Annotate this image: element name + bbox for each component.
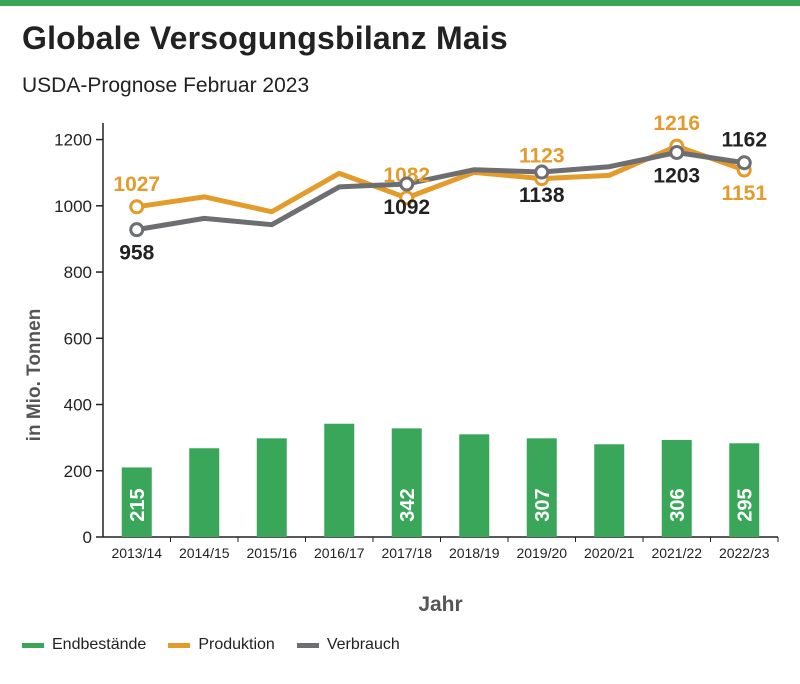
x-tick-label: 2015/16: [246, 545, 297, 561]
chart-subtitle: USDA-Prognose Februar 2023: [22, 74, 310, 97]
x-tick-label: 2020/21: [584, 545, 635, 561]
legend-label-produktion: Produktion: [198, 636, 275, 653]
bar-endbestaende: [256, 438, 287, 537]
line-data-label-verbrauch: 958: [119, 242, 154, 265]
line-data-label-verbrauch: 1092: [383, 196, 430, 219]
line-data-label-produktion: 1027: [113, 173, 160, 196]
line-data-label-verbrauch: 1203: [653, 164, 700, 187]
bar-endbestaende: [459, 434, 490, 537]
marker-verbrauch: [534, 164, 550, 180]
legend-swatch-verbrauch: [296, 642, 319, 648]
x-tick-label: 2021/22: [651, 545, 702, 561]
bar-endbestaende: [729, 443, 760, 537]
x-tick-label: 2019/20: [516, 545, 567, 561]
bar-endbestaende: [526, 438, 557, 537]
legend: Endbestände Produktion Verbrauch: [22, 636, 422, 654]
legend-label-verbrauch: Verbrauch: [326, 636, 400, 653]
y-tick-label: 1200: [54, 131, 92, 150]
bar-endbestaende: [661, 439, 692, 537]
y-axis-title: in Mio. Tonnen: [24, 309, 45, 442]
bar-endbestaende: [594, 444, 625, 537]
top-accent-bar: [0, 0, 800, 6]
line-data-label-produktion: 1123: [519, 145, 565, 168]
bar-endbestaende: [391, 428, 422, 537]
y-tick-label: 600: [64, 329, 92, 348]
y-tick-label: 1000: [54, 197, 92, 216]
line-data-label-verbrauch: 1138: [519, 184, 565, 207]
bar-data-label: 342: [397, 488, 419, 521]
x-tick-label: 2013/14: [111, 545, 162, 561]
line-data-label-verbrauch: 1162: [721, 129, 767, 152]
x-tick-label: 2018/19: [449, 545, 500, 561]
legend-item-endbestaende: Endbestände: [22, 636, 146, 654]
bar-endbestaende: [121, 467, 152, 537]
y-tick-label: 800: [64, 263, 92, 282]
bar-endbestaende: [189, 448, 220, 537]
line-data-label-produktion: 1216: [653, 112, 700, 135]
x-tick-label: 2022/23: [719, 545, 770, 561]
x-axis-title: Jahr: [418, 593, 462, 616]
legend-swatch-endbestaende: [22, 642, 44, 648]
x-tick-label: 2017/18: [381, 545, 432, 561]
bar-data-label: 307: [532, 488, 554, 521]
series-line-verbrauch: [136, 149, 745, 233]
bar-data-label: 295: [734, 488, 756, 521]
marker-produktion: [399, 190, 415, 206]
x-tick-label: 2016/17: [314, 545, 365, 561]
chart-title: Globale Versogungsbilanz Mais: [22, 20, 508, 56]
bar-data-label: 215: [127, 488, 149, 521]
y-tick-label: 400: [64, 396, 92, 415]
marker-verbrauch: [669, 144, 685, 160]
bar-data-label: 306: [667, 488, 689, 521]
bar-endbestaende: [324, 423, 355, 537]
marker-verbrauch: [736, 155, 752, 171]
marker-produktion: [129, 199, 145, 215]
y-tick-label: 0: [83, 528, 92, 547]
legend-swatch-produktion: [168, 642, 191, 648]
legend-item-produktion: Produktion: [168, 636, 275, 654]
line-data-label-produktion: 1151: [721, 182, 767, 205]
x-tick-label: 2014/15: [179, 545, 230, 561]
marker-verbrauch: [129, 222, 145, 238]
legend-item-verbrauch: Verbrauch: [296, 636, 400, 654]
marker-verbrauch: [399, 176, 415, 192]
legend-label-endbestaende: Endbestände: [52, 636, 147, 653]
line-data-label-produktion: 1082: [383, 164, 430, 187]
y-tick-label: 200: [64, 462, 92, 481]
